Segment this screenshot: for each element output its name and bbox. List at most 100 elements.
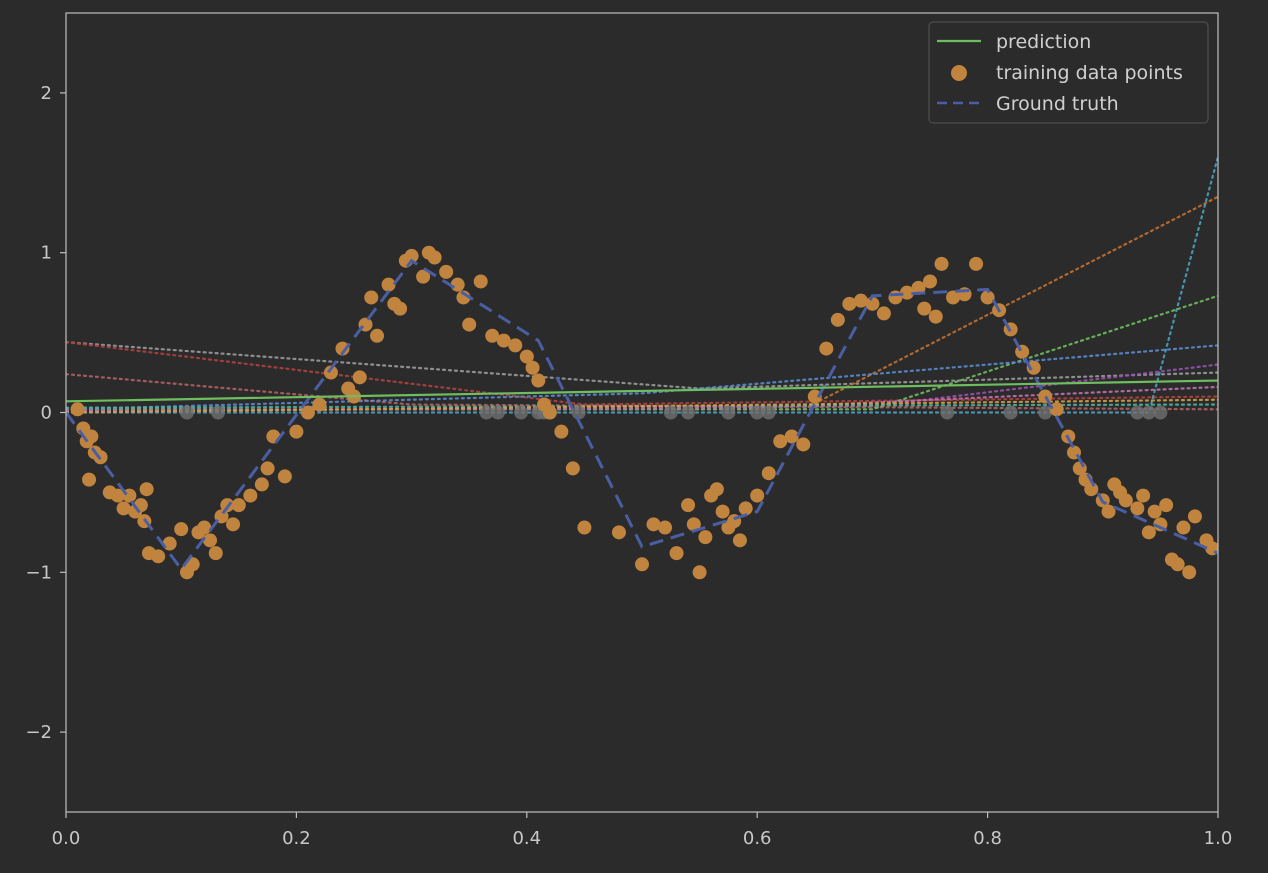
zero-marker (491, 405, 505, 420)
training-point (519, 349, 534, 364)
training-point (853, 293, 868, 308)
training-point (254, 477, 269, 492)
zero-marker (750, 405, 765, 420)
x-tick-label: 0.6 (743, 828, 772, 849)
training-point (525, 360, 540, 375)
training-point (911, 280, 926, 295)
training-point (162, 536, 177, 551)
training-point (750, 488, 765, 503)
zero-marker (1003, 405, 1018, 420)
x-tick-label: 0.0 (52, 828, 81, 849)
training-point (698, 530, 713, 545)
training-point (658, 520, 673, 535)
training-point (761, 466, 776, 481)
training-point (842, 296, 857, 311)
training-point (1141, 525, 1156, 540)
training-point (681, 498, 696, 513)
training-point (335, 341, 350, 356)
training-point (1084, 482, 1099, 497)
y-tick-label: 1 (41, 243, 52, 264)
training-point (416, 269, 431, 284)
training-point (1176, 520, 1191, 535)
legend: prediction training data points Ground t… (928, 21, 1209, 124)
training-point (773, 434, 788, 449)
training-point (1182, 565, 1197, 580)
x-tick-label: 0.4 (512, 828, 541, 849)
y-tick-label: 2 (41, 83, 52, 104)
legend-ground-truth-label: Ground truth (996, 93, 1119, 115)
training-point (796, 437, 811, 452)
training-point (116, 501, 131, 516)
zero-marker (571, 405, 586, 420)
zero-marker (479, 405, 494, 420)
training-point (1026, 360, 1041, 375)
training-point (243, 488, 258, 503)
training-point (830, 312, 845, 327)
zero-marker (681, 405, 696, 420)
training-point (404, 248, 419, 263)
training-point (473, 274, 488, 289)
zero-marker (179, 405, 194, 420)
training-point (393, 301, 408, 316)
training-point (1136, 488, 1151, 503)
basis-line-4 (66, 341, 1218, 406)
training-point (715, 504, 730, 519)
training-point (876, 306, 891, 321)
legend-box (928, 21, 1209, 124)
legend-training-label: training data points (996, 62, 1183, 84)
zero-marker (940, 405, 955, 420)
x-tick-label: 0.2 (282, 828, 311, 849)
zero-marker (1153, 405, 1168, 420)
basis-line-7 (66, 294, 1218, 411)
ground-truth-line (66, 258, 1218, 572)
training-point (542, 405, 557, 420)
training-point (946, 290, 961, 305)
training-point (1147, 504, 1162, 519)
training-point (934, 256, 949, 271)
plot-content (66, 155, 1218, 580)
training-point (496, 333, 511, 348)
training-point (646, 517, 661, 532)
training-point (1049, 402, 1064, 417)
training-point (928, 309, 943, 324)
training-point (732, 533, 747, 548)
training-point (462, 317, 477, 332)
training-point (531, 373, 546, 388)
training-point (208, 546, 223, 561)
training-point (784, 429, 799, 444)
training-point (1101, 504, 1116, 519)
training-point (686, 517, 701, 532)
y-axis: −2 −1 0 1 2 (25, 83, 66, 743)
training-point (139, 482, 154, 497)
training-point (577, 520, 592, 535)
zero-marker (211, 405, 226, 420)
training-point (508, 338, 523, 353)
training-point (289, 424, 304, 439)
training-point (352, 370, 367, 385)
zero-marker (1038, 405, 1053, 420)
training-point (300, 405, 315, 420)
training-point (485, 328, 500, 343)
zero-marker (761, 405, 776, 420)
training-point (1159, 498, 1174, 513)
training-point (231, 498, 246, 513)
training-point (611, 525, 626, 540)
x-tick-label: 0.8 (973, 828, 1002, 849)
training-point (917, 301, 932, 316)
zero-marker (663, 405, 678, 420)
training-point (819, 341, 834, 356)
training-point (1118, 493, 1133, 508)
prediction-line (66, 379, 1218, 403)
training-point (364, 290, 379, 305)
training-point (110, 488, 125, 503)
training-point (980, 290, 995, 305)
training-point (70, 402, 85, 417)
training-point (260, 461, 275, 476)
training-point (669, 546, 684, 561)
x-tick-label: 1.0 (1204, 828, 1233, 849)
training-point (277, 469, 292, 484)
training-point (554, 424, 569, 439)
y-tick-label: 0 (41, 403, 52, 424)
training-point (427, 250, 442, 265)
